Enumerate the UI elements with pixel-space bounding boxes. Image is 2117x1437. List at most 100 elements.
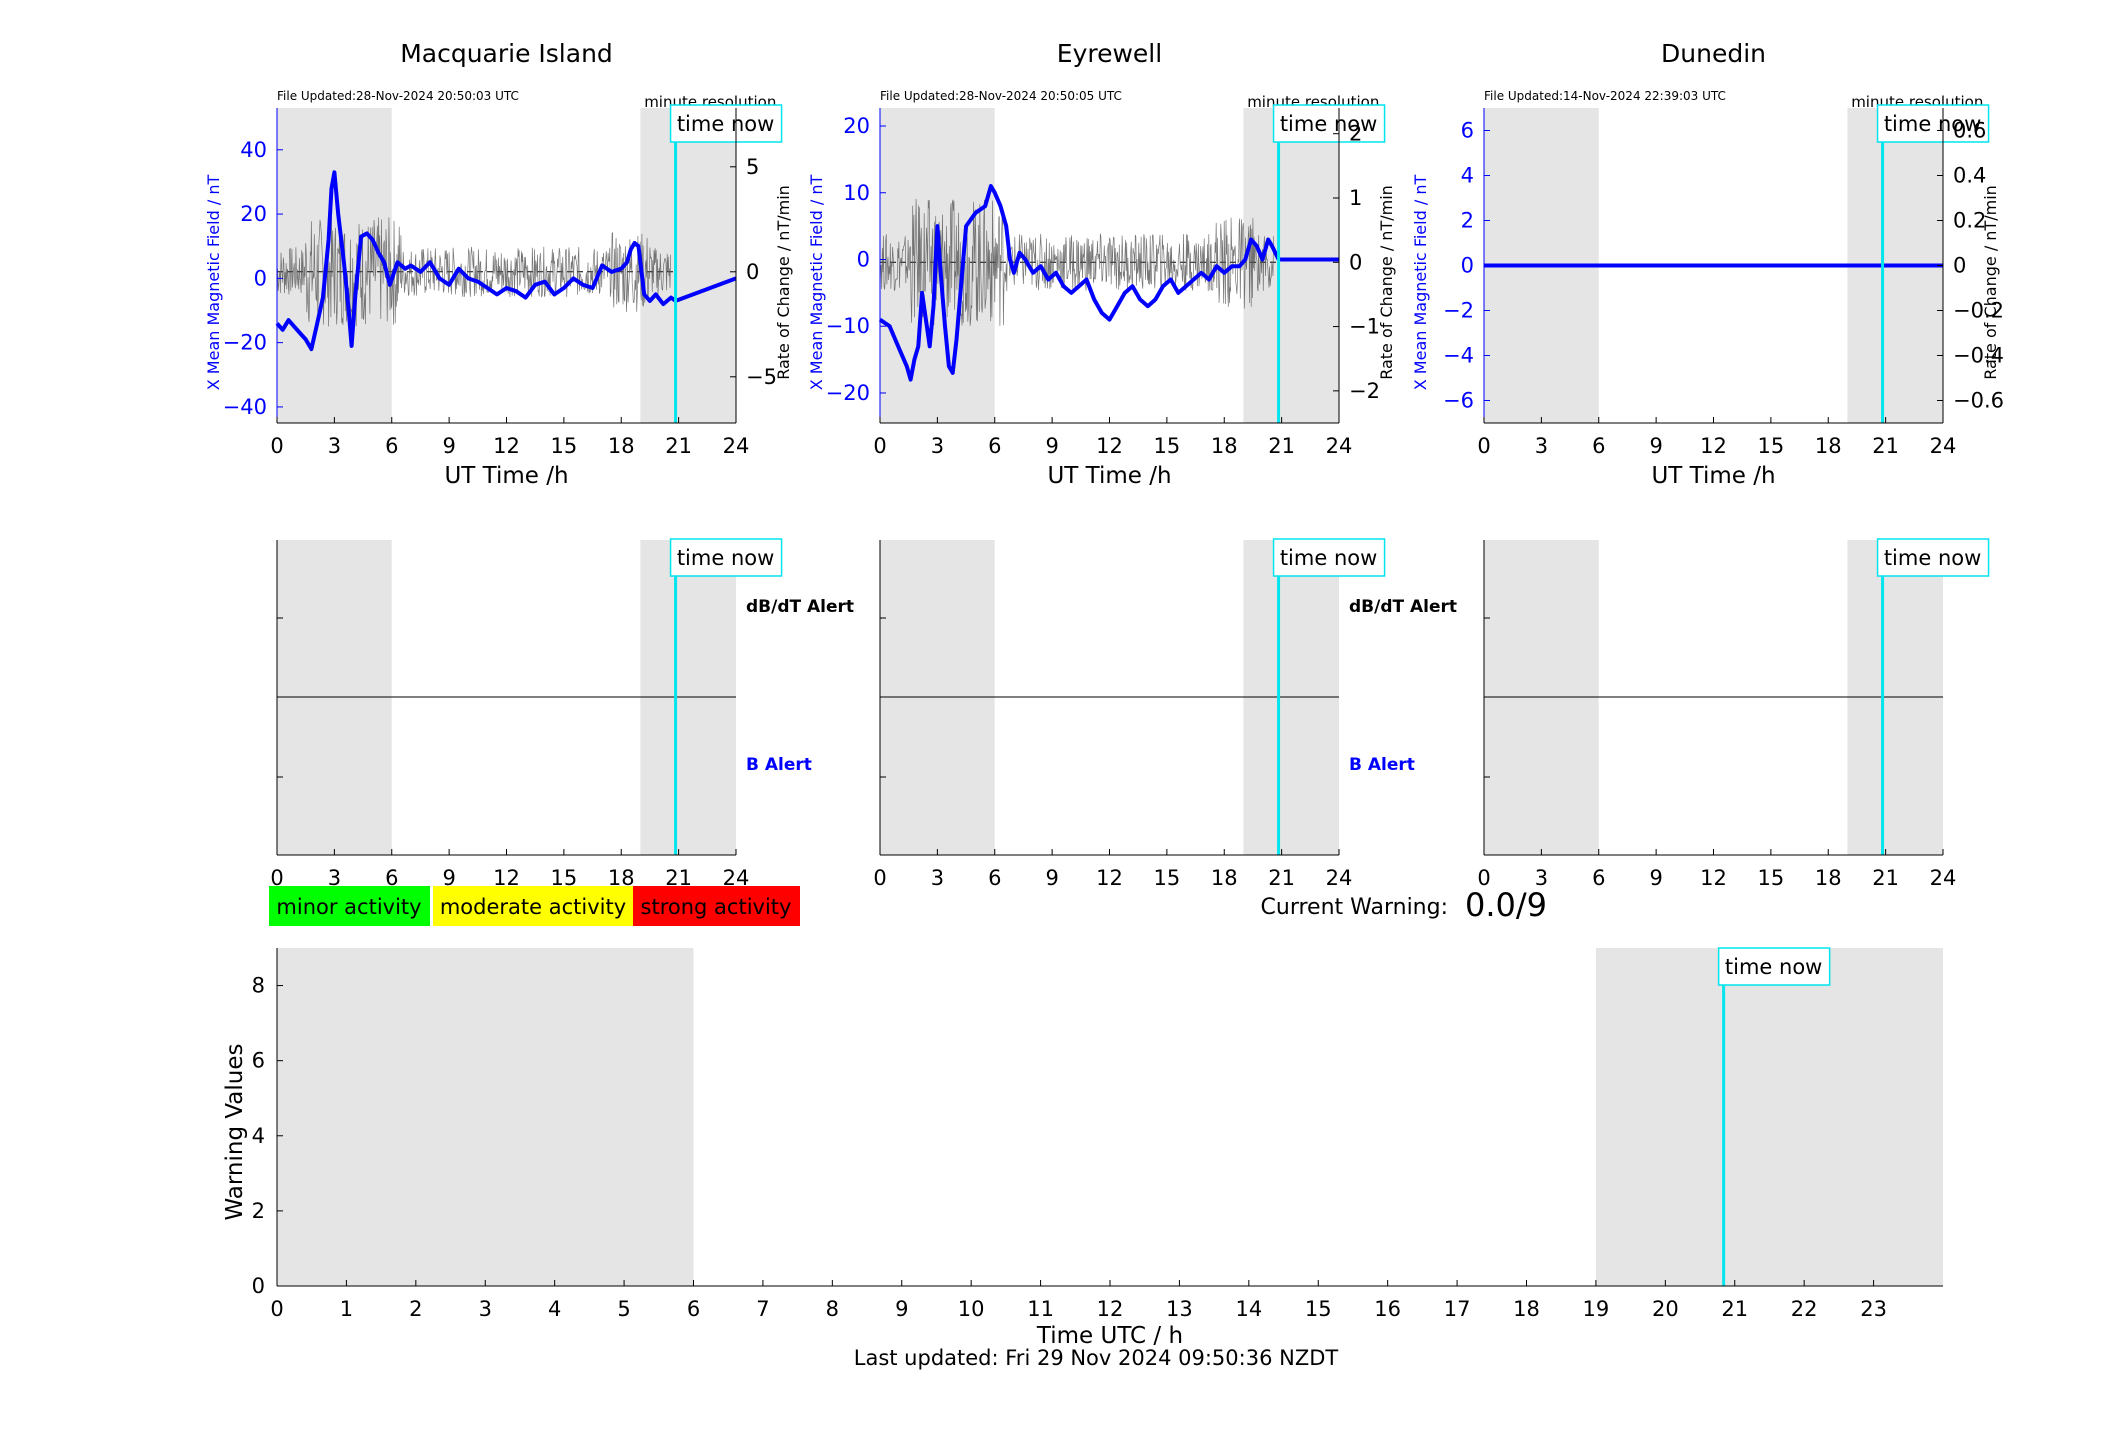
x-tick-label: 0 xyxy=(270,866,283,890)
current-warning-value: 0.0/9 xyxy=(1465,886,1547,924)
y-tick-label-right: −1 xyxy=(1349,315,1380,339)
x-tick-label: 18 xyxy=(1815,434,1842,458)
station-title: Macquarie Island xyxy=(400,39,613,68)
magnetic-field-series xyxy=(878,184,1339,382)
y-tick-label-left: −10 xyxy=(826,314,870,338)
y-tick-label-left: −40 xyxy=(223,395,267,419)
y-tick-label-left: 2 xyxy=(1461,209,1474,233)
x-tick-label: 6 xyxy=(988,434,1001,458)
y-tick-label-right: 5 xyxy=(746,155,759,179)
x-tick-label: 18 xyxy=(1211,866,1238,890)
time-now-box xyxy=(1272,104,1386,143)
file-updated-label: File Updated:28-Nov-2024 20:50:03 UTC xyxy=(277,89,519,103)
time-now-box xyxy=(1272,538,1386,577)
x-tick-label: 24 xyxy=(723,434,750,458)
y-tick-label: 4 xyxy=(252,1124,265,1148)
x-tick-label: 24 xyxy=(1930,434,1957,458)
time-now-box xyxy=(669,538,783,577)
x-tick-label: 0 xyxy=(873,434,886,458)
y-axis-title: Warning Values xyxy=(222,1043,248,1220)
magnetic-field-chart: Dunedin File Updated:14-Nov-2024 22:39:03… xyxy=(1411,39,2004,489)
b-alert-label: B Alert xyxy=(746,755,812,775)
y-tick-label-left: −6 xyxy=(1443,389,1474,413)
time-now-label: time now xyxy=(1280,112,1377,136)
x-tick-label: 3 xyxy=(479,1297,492,1321)
file-updated-label: File Updated:28-Nov-2024 20:50:05 UTC xyxy=(880,89,1122,103)
y-tick-label: 0 xyxy=(252,1274,265,1298)
x-tick-label: 6 xyxy=(1592,866,1605,890)
x-tick-label: 15 xyxy=(1154,434,1181,458)
legend-swatch-moderate xyxy=(433,886,633,926)
current-warning-label: Current Warning: xyxy=(1261,895,1448,920)
y-tick-label-left: 4 xyxy=(1461,164,1474,188)
y-tick-label-right: 0.2 xyxy=(1953,209,1986,233)
y-axis-title-left: X Mean Magnetic Field / nT xyxy=(204,175,223,391)
x-tick-label: 13 xyxy=(1166,1297,1193,1321)
x-tick-label: 3 xyxy=(328,866,341,890)
night-shade-evening xyxy=(1243,108,1339,423)
x-tick-label: 22 xyxy=(1791,1297,1818,1321)
activity-legend: minor activity moderate activity strong … xyxy=(269,886,800,926)
x-tick-label: 20 xyxy=(1652,1297,1679,1321)
x-tick-label: 14 xyxy=(1235,1297,1262,1321)
x-tick-label: 9 xyxy=(442,434,455,458)
y-tick-label-left: −20 xyxy=(223,331,267,355)
night-shade-evening xyxy=(640,108,736,423)
time-now-box xyxy=(1876,538,1990,577)
x-tick-label: 15 xyxy=(1305,1297,1332,1321)
legend-swatch-strong xyxy=(633,886,800,926)
magnetic-field-series xyxy=(275,170,737,352)
alert-chart: time now 0 3 6 9 12 15 18 21 24 xyxy=(1477,538,1990,890)
legend-swatch-minor xyxy=(269,886,430,926)
x-tick-label: 21 xyxy=(1268,434,1295,458)
y-tick-label-left: 6 xyxy=(1461,119,1474,143)
x-axis-title: UT Time /h xyxy=(1047,463,1171,489)
x-axis-title: UT Time /h xyxy=(444,463,568,489)
x-tick-label: 6 xyxy=(1592,434,1605,458)
x-tick-label: 24 xyxy=(1930,866,1957,890)
time-now-label: time now xyxy=(1884,546,1981,570)
x-tick-label: 12 xyxy=(493,434,520,458)
y-axis-title-right: Rate of Change / nT/min xyxy=(1377,185,1396,380)
y-tick-label-left: −4 xyxy=(1443,344,1474,368)
x-tick-label: 17 xyxy=(1444,1297,1471,1321)
x-tick-label: 9 xyxy=(1045,866,1058,890)
x-tick-label: 12 xyxy=(1096,434,1123,458)
x-tick-label: 12 xyxy=(1700,866,1727,890)
magnetic-field-chart: Eyrewell File Updated:28-Nov-2024 20:50:0… xyxy=(807,39,1396,489)
night-shade-morning xyxy=(277,948,694,1286)
x-tick-label: 8 xyxy=(826,1297,839,1321)
x-tick-label: 9 xyxy=(895,1297,908,1321)
legend-label-strong: strong activity xyxy=(641,895,792,919)
x-tick-label: 3 xyxy=(931,866,944,890)
x-axis-title: UT Time /h xyxy=(1651,463,1775,489)
y-tick-label-right: −0.4 xyxy=(1953,344,2004,368)
y-tick-label-right: 1 xyxy=(1349,186,1362,210)
y-tick-label-left: 10 xyxy=(843,181,870,205)
x-tick-label: 4 xyxy=(548,1297,561,1321)
y-tick-label-right: 0 xyxy=(746,260,759,284)
x-tick-label: 2 xyxy=(409,1297,422,1321)
last-updated: Last updated: Fri 29 Nov 2024 09:50:36 N… xyxy=(854,1346,1339,1370)
x-tick-label: 0 xyxy=(873,866,886,890)
y-axis-title-left: X Mean Magnetic Field / nT xyxy=(1411,175,1430,391)
x-tick-label: 0 xyxy=(270,434,283,458)
x-tick-label: 6 xyxy=(988,866,1001,890)
y-axis-title-right: Rate of Change / nT/min xyxy=(1981,185,2000,380)
x-tick-label: 3 xyxy=(1535,434,1548,458)
x-axis-title: Time UTC / h xyxy=(1036,1323,1183,1349)
x-tick-label: 10 xyxy=(958,1297,985,1321)
time-now-box xyxy=(1717,947,1831,986)
x-tick-label: 21 xyxy=(665,434,692,458)
time-now-label: time now xyxy=(1884,112,1981,136)
time-now-box xyxy=(1876,104,1990,143)
x-tick-label: 21 xyxy=(1268,866,1295,890)
y-tick-label-left: 0 xyxy=(857,247,870,271)
x-tick-label: 18 xyxy=(608,434,635,458)
y-tick-label-left: −2 xyxy=(1443,299,1474,323)
x-tick-label: 12 xyxy=(1700,434,1727,458)
x-tick-label: 1 xyxy=(340,1297,353,1321)
x-tick-label: 0 xyxy=(1477,434,1490,458)
y-axis-title-right: Rate of Change / nT/min xyxy=(774,185,793,380)
